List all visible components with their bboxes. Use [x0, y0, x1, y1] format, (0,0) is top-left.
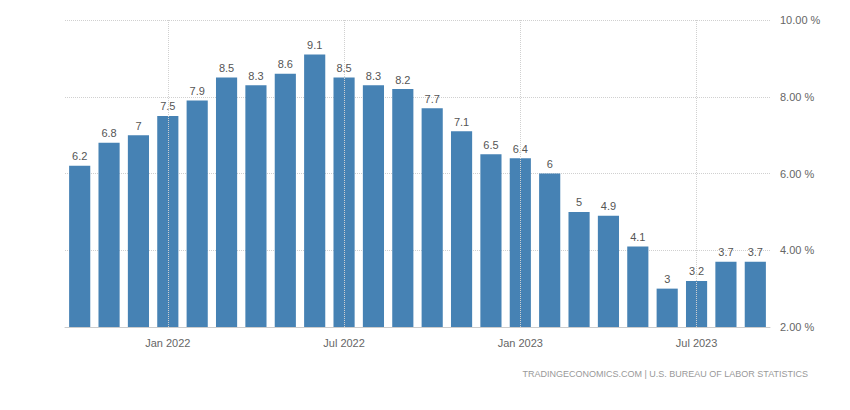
- svg-text:6.2: 6.2: [72, 150, 87, 162]
- svg-text:9.1: 9.1: [307, 39, 322, 51]
- svg-text:8.3: 8.3: [366, 70, 381, 82]
- svg-text:Jan 2023: Jan 2023: [498, 337, 543, 349]
- svg-text:2.00 %: 2.00 %: [780, 321, 814, 333]
- svg-text:3: 3: [664, 273, 670, 285]
- svg-text:3.7: 3.7: [748, 246, 763, 258]
- svg-text:3.2: 3.2: [689, 265, 704, 277]
- svg-text:7.9: 7.9: [190, 85, 205, 97]
- svg-text:6.00 %: 6.00 %: [780, 168, 814, 180]
- svg-text:6.4: 6.4: [512, 142, 528, 155]
- svg-text:8.6: 8.6: [278, 58, 293, 70]
- svg-text:6.5: 6.5: [483, 139, 498, 151]
- svg-text:8.3: 8.3: [248, 70, 263, 82]
- svg-text:TRADINGECONOMICS.COM | U.S. BU: TRADINGECONOMICS.COM | U.S. BUREAU OF LA…: [522, 369, 808, 379]
- svg-text:3.7: 3.7: [718, 246, 733, 258]
- svg-text:4.9: 4.9: [601, 200, 616, 212]
- svg-text:7: 7: [135, 120, 141, 132]
- svg-text:7.7: 7.7: [425, 93, 440, 105]
- svg-text:4.00 %: 4.00 %: [780, 244, 814, 256]
- svg-text:10.00 %: 10.00 %: [780, 14, 821, 26]
- svg-text:6.8: 6.8: [101, 127, 116, 139]
- svg-text:7.5: 7.5: [160, 100, 175, 112]
- svg-text:4.1: 4.1: [630, 231, 645, 243]
- svg-text:8.5: 8.5: [219, 62, 234, 74]
- svg-text:Jul 2023: Jul 2023: [676, 337, 718, 349]
- svg-text:8.5: 8.5: [336, 62, 352, 75]
- svg-text:Jan 2022: Jan 2022: [145, 337, 190, 349]
- svg-text:7.1: 7.1: [454, 116, 469, 128]
- svg-text:8.00 %: 8.00 %: [780, 91, 814, 103]
- svg-text:8.2: 8.2: [395, 74, 410, 86]
- svg-text:6: 6: [547, 158, 553, 170]
- svg-text:5: 5: [576, 196, 582, 208]
- svg-text:Jul 2022: Jul 2022: [323, 337, 365, 349]
